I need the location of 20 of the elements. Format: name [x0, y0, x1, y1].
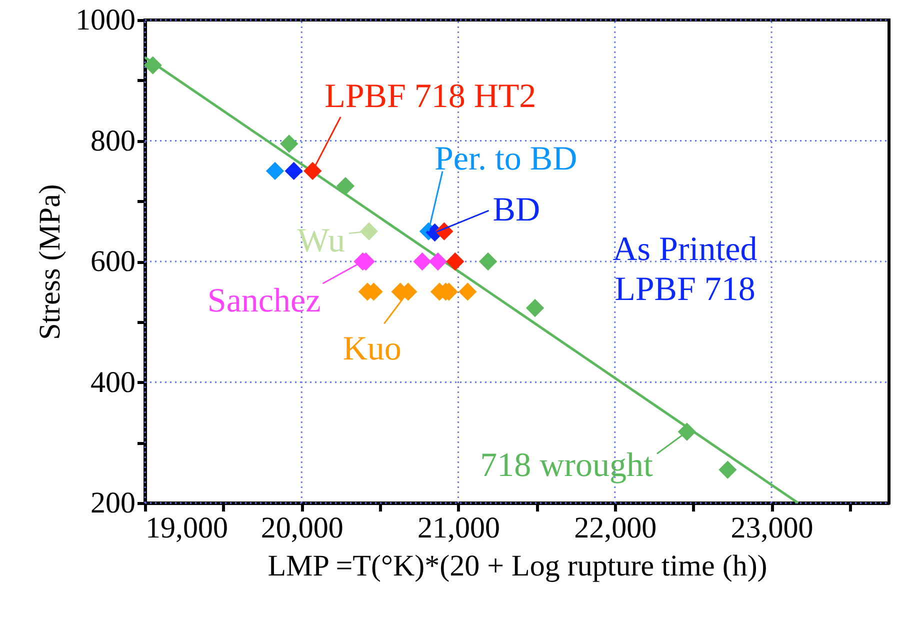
y-tick-label: 600 [90, 245, 136, 278]
legend-label: Sanchez [207, 282, 321, 320]
series-label: BD [492, 192, 540, 229]
legend-label: 718 wrought [480, 446, 654, 484]
y-tick-label: 800 [90, 124, 136, 158]
x-tick-label: 19,000 [146, 512, 228, 544]
x-tick-label: 22,000 [574, 512, 657, 544]
x-tick-label: 23,000 [730, 512, 814, 544]
x-axis-title: LMP =T(°K)*(20 + Log rupture time (h)) [268, 550, 768, 582]
annotation: As Printed LPBF 718 [612, 231, 758, 308]
legend-label: Kuo [342, 330, 402, 368]
y-tick-label: 400 [90, 366, 136, 399]
x-tick-label: 21,000 [418, 512, 500, 544]
series-label: Per. to BD [434, 140, 578, 178]
y-tick-label: 200 [90, 486, 136, 520]
legend-label: Wu [297, 222, 345, 260]
y-axis-title: Stress (MPa) [34, 184, 66, 340]
x-tick-label: 20,000 [260, 512, 344, 544]
y-tick-label: 1000 [76, 4, 136, 36]
series-label: LPBF 718 HT2 [324, 78, 536, 115]
